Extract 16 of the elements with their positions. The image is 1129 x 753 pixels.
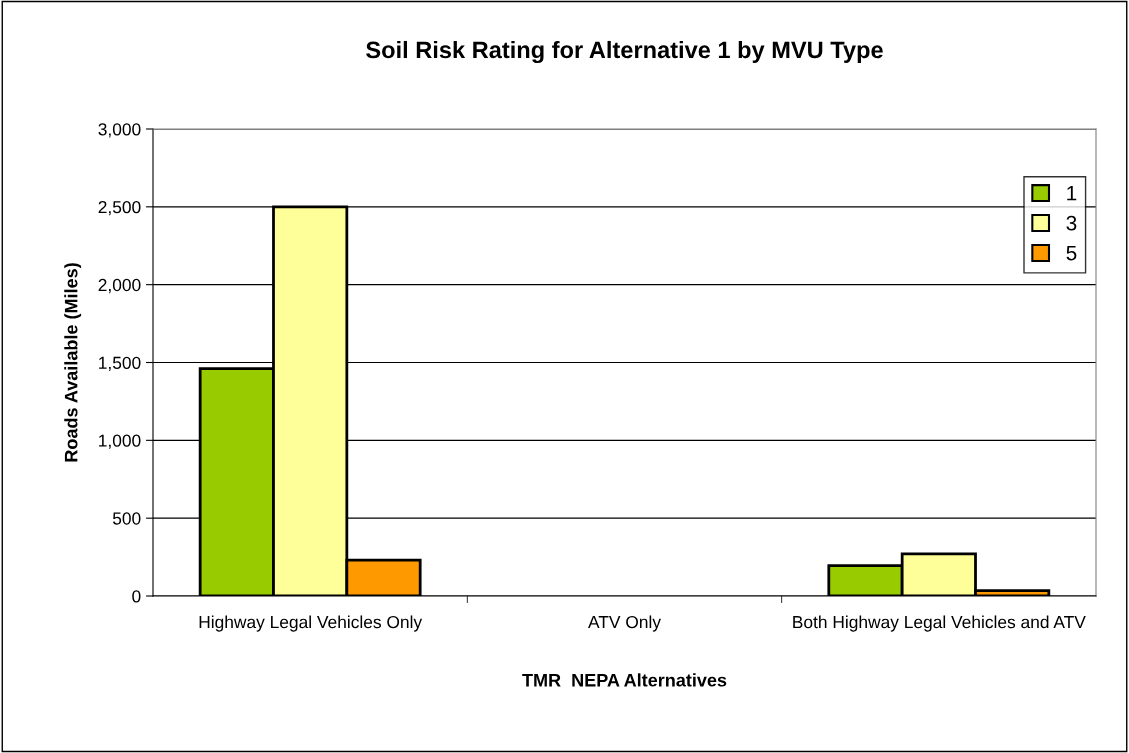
legend-label: 3	[1066, 215, 1077, 231]
legend-label: 5	[1066, 245, 1077, 261]
y-tick-label: 500	[112, 512, 141, 525]
y-tick-label: 1,000	[99, 434, 141, 449]
y-tick-label: 2,500	[98, 201, 141, 216]
legend-label: 1	[1067, 185, 1077, 201]
y-axis-title: Roads Available (Miles)	[64, 263, 82, 462]
chart-title: Soil Risk Rating for Alternative 1 by MVU Type	[366, 40, 883, 64]
y-tick-label: 0	[132, 590, 141, 603]
x-tick-label: Both Highway Legal Vehicles and ATV	[793, 615, 1086, 632]
y-tick-label: 1,500	[99, 356, 141, 372]
x-axis-title: TMR NEPA Alternatives	[522, 673, 727, 687]
x-tick-label: ATV Only	[588, 615, 661, 632]
x-tick-label: Highway Legal Vehicles Only	[199, 615, 423, 632]
y-tick-label: 2,000	[98, 278, 141, 294]
y-tick-label: 3,000	[98, 123, 141, 138]
